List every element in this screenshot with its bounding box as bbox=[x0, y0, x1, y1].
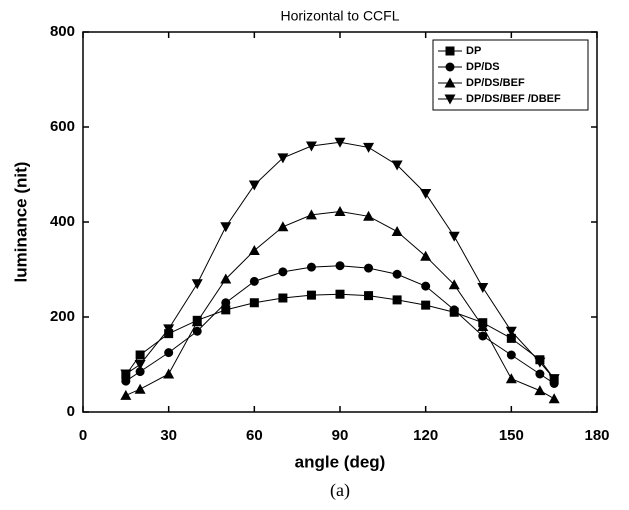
marker bbox=[477, 321, 489, 331]
marker bbox=[334, 137, 346, 148]
series-line bbox=[125, 141, 555, 380]
marker bbox=[306, 262, 316, 272]
marker bbox=[420, 189, 432, 199]
marker bbox=[363, 210, 375, 221]
marker bbox=[134, 360, 146, 370]
x-tick-label: 0 bbox=[79, 427, 87, 444]
marker bbox=[335, 261, 345, 271]
marker bbox=[391, 160, 403, 171]
marker bbox=[191, 316, 203, 327]
legend-box bbox=[432, 39, 589, 111]
legend-label: DP/DS/BEF /DBEF bbox=[466, 93, 561, 105]
marker bbox=[220, 273, 232, 284]
marker bbox=[248, 245, 260, 255]
marker bbox=[163, 368, 175, 379]
marker bbox=[448, 279, 460, 290]
marker bbox=[305, 209, 317, 220]
marker bbox=[277, 153, 289, 164]
marker bbox=[163, 324, 175, 335]
x-tick-label: 30 bbox=[160, 427, 177, 444]
marker bbox=[363, 142, 375, 153]
legend-label: DP/DS bbox=[466, 61, 500, 73]
marker bbox=[221, 305, 231, 315]
legend-marker bbox=[444, 94, 456, 105]
legend-marker bbox=[445, 46, 455, 56]
marker bbox=[505, 373, 517, 384]
legend-label: DP/DS/BEF bbox=[466, 77, 525, 89]
marker bbox=[364, 291, 374, 301]
marker bbox=[278, 267, 288, 277]
marker bbox=[191, 279, 203, 290]
marker bbox=[248, 180, 260, 191]
marker bbox=[535, 369, 545, 379]
y-tick-label: 200 bbox=[50, 308, 75, 325]
marker bbox=[134, 383, 146, 394]
marker bbox=[220, 222, 232, 233]
legend-marker bbox=[445, 62, 455, 72]
marker bbox=[121, 376, 131, 386]
marker bbox=[391, 226, 403, 236]
marker bbox=[392, 295, 402, 305]
marker bbox=[548, 374, 560, 385]
marker bbox=[421, 281, 431, 291]
series-line bbox=[125, 265, 555, 384]
marker bbox=[449, 305, 459, 315]
marker bbox=[477, 283, 489, 294]
marker bbox=[306, 290, 316, 300]
marker bbox=[192, 326, 202, 336]
marker bbox=[164, 348, 174, 358]
marker bbox=[221, 298, 231, 308]
chart-title: Horizontal to CCFL bbox=[280, 8, 399, 24]
caption: (a) bbox=[330, 480, 350, 501]
marker bbox=[249, 298, 259, 308]
marker bbox=[277, 221, 289, 232]
x-tick-label: 120 bbox=[413, 427, 438, 444]
marker bbox=[135, 350, 145, 360]
y-tick-label: 0 bbox=[67, 403, 75, 420]
marker bbox=[120, 389, 132, 400]
marker bbox=[448, 231, 460, 242]
marker bbox=[506, 350, 516, 360]
x-tick-label: 60 bbox=[246, 427, 263, 444]
x-tick-label: 150 bbox=[499, 427, 524, 444]
marker bbox=[278, 293, 288, 303]
marker bbox=[534, 357, 546, 368]
marker bbox=[478, 331, 488, 341]
marker bbox=[334, 206, 346, 217]
marker bbox=[305, 141, 317, 152]
x-axis-title: angle (deg) bbox=[295, 452, 386, 471]
marker bbox=[420, 250, 432, 261]
y-tick-label: 600 bbox=[50, 118, 75, 135]
legend-label: DP bbox=[466, 45, 481, 57]
marker bbox=[505, 326, 517, 337]
marker bbox=[392, 269, 402, 279]
marker bbox=[335, 289, 345, 299]
x-tick-label: 180 bbox=[584, 427, 609, 444]
marker bbox=[421, 300, 431, 310]
series-line bbox=[125, 211, 555, 400]
y-axis-title: luminance (nit) bbox=[11, 162, 30, 283]
marker bbox=[364, 263, 374, 273]
y-tick-label: 400 bbox=[50, 213, 75, 230]
marker bbox=[120, 369, 132, 380]
y-tick-label: 800 bbox=[50, 23, 75, 40]
legend-marker bbox=[444, 77, 456, 88]
marker bbox=[548, 393, 560, 404]
marker bbox=[135, 367, 145, 377]
x-tick-label: 90 bbox=[332, 427, 349, 444]
marker bbox=[249, 276, 259, 286]
marker bbox=[534, 385, 546, 396]
marker bbox=[506, 333, 516, 343]
